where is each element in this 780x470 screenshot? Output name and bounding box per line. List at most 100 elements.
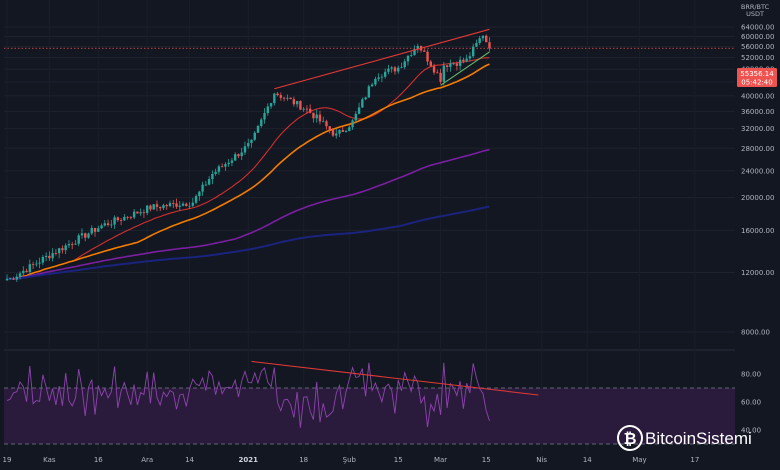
- candle-body: [123, 216, 126, 221]
- brand-watermark: ₿ BitcoinSistemi: [617, 425, 752, 451]
- candle-body: [289, 97, 292, 100]
- time-axis: 19 Kas 16 Ara 14 2021 18 Şub 15 Mar 15 Nis 14 May 17: [3, 456, 700, 464]
- candle-body: [318, 114, 322, 122]
- candle-body: [149, 205, 152, 210]
- price-tick-label: 16000.00: [741, 227, 774, 235]
- candle-body: [377, 77, 380, 79]
- time-tick-label: 17: [690, 456, 699, 464]
- candle-body: [201, 184, 204, 192]
- candle-body: [462, 59, 465, 62]
- candle-body: [465, 58, 468, 62]
- candle-body: [22, 270, 25, 274]
- rsi-tick-label: 80.00: [741, 371, 761, 379]
- price-tick-label: 24000.00: [741, 167, 774, 175]
- time-tick-label: 19: [3, 456, 12, 464]
- candle-body: [198, 191, 201, 197]
- candle-body: [397, 67, 400, 72]
- candle-body: [67, 244, 71, 246]
- candle-body: [126, 216, 129, 218]
- candle-body: [217, 166, 221, 172]
- candle-body: [263, 113, 266, 120]
- brand-name: BitcoinSistemi: [645, 429, 752, 448]
- candle-body: [413, 48, 416, 56]
- candle-body: [410, 55, 413, 56]
- candle-body: [237, 154, 240, 157]
- candle-body: [207, 179, 211, 185]
- last-price-value: 55356.14: [740, 70, 774, 78]
- candle-body: [227, 162, 230, 165]
- candle-body: [51, 253, 54, 259]
- price-tick-label: 28000.00: [741, 145, 774, 153]
- price-tick-label: 8000.00: [741, 329, 770, 337]
- rsi-line: [6, 362, 490, 428]
- time-tick-label: May: [632, 456, 646, 464]
- candle-body: [266, 106, 269, 114]
- candle-body: [325, 121, 328, 127]
- candle-body: [152, 204, 155, 210]
- candle-body: [286, 97, 289, 99]
- moving-averages: [6, 57, 490, 280]
- candle-body: [168, 203, 172, 207]
- candle-body: [5, 278, 9, 281]
- candle-body: [250, 139, 253, 144]
- candle-body: [481, 35, 485, 39]
- candle-body: [423, 50, 426, 52]
- candle-body: [445, 65, 449, 67]
- candle-body: [295, 100, 299, 105]
- candle-body: [175, 203, 178, 207]
- candle-body: [224, 164, 227, 167]
- bitcoin-logo-icon: [617, 425, 643, 451]
- candle-body: [458, 59, 462, 66]
- candle-body: [110, 224, 113, 226]
- candle-body: [15, 276, 18, 280]
- candle-body: [468, 56, 472, 59]
- candle-body: [455, 63, 459, 66]
- time-tick-label: Mar: [434, 456, 447, 464]
- candle-body: [220, 166, 224, 168]
- candle-body: [488, 42, 491, 49]
- candle-body: [139, 212, 142, 214]
- candle-body: [41, 256, 45, 263]
- candle-body: [12, 278, 15, 280]
- candle-body: [367, 86, 371, 98]
- candle-body: [302, 108, 305, 110]
- candle-body: [211, 173, 214, 180]
- time-tick-label: 18: [299, 456, 308, 464]
- candle-body: [370, 84, 374, 87]
- candle-body: [106, 223, 110, 225]
- moving-average-line: [6, 148, 490, 280]
- price-tick-label: 60000.00: [741, 33, 774, 41]
- candle-body: [84, 233, 87, 238]
- candlesticks: [5, 34, 491, 282]
- candle-body: [475, 42, 478, 47]
- chart-grid: [4, 0, 735, 452]
- candle-body: [361, 99, 364, 108]
- candle-body: [172, 203, 175, 204]
- candle-body: [357, 107, 361, 114]
- candle-body: [279, 95, 283, 98]
- time-tick-label: 14: [185, 456, 194, 464]
- candle-body: [132, 211, 136, 218]
- candle-body: [256, 125, 260, 133]
- candle-body: [400, 67, 403, 68]
- candle-body: [38, 262, 41, 264]
- last-price-tag: 55356.14 05:42:40: [737, 68, 777, 87]
- bar-countdown: 05:42:40: [741, 79, 772, 87]
- candle-body: [116, 217, 120, 221]
- candle-body: [191, 202, 195, 206]
- candle-body: [100, 225, 103, 229]
- candle-body: [181, 203, 185, 206]
- candle-body: [74, 243, 77, 245]
- time-tick-label: Nis: [536, 456, 547, 464]
- candle-body: [354, 113, 358, 121]
- candle-body: [380, 76, 384, 78]
- time-tick-label: Şub: [343, 456, 357, 464]
- candle-body: [328, 126, 331, 131]
- candle-body: [331, 130, 335, 136]
- candle-body: [429, 61, 432, 67]
- candle-body: [188, 205, 191, 207]
- time-tick-label: Kas: [43, 456, 56, 464]
- candle-body: [204, 184, 208, 186]
- support-trendline: [440, 51, 490, 86]
